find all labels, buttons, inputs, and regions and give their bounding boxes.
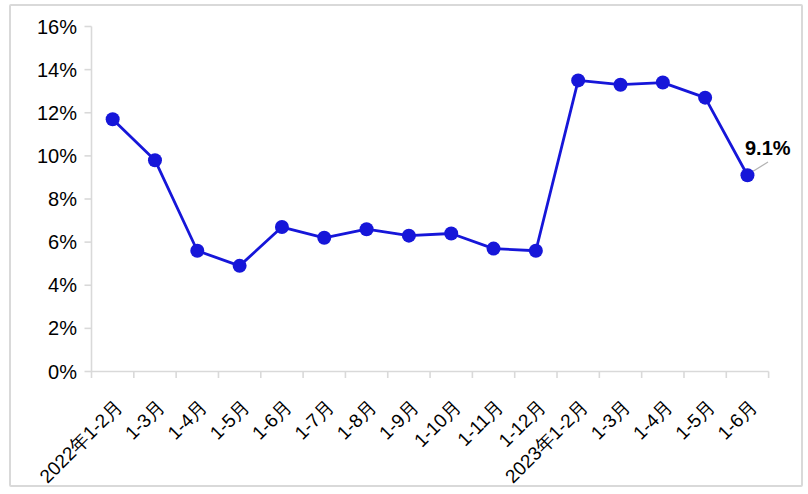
data-point-marker <box>317 231 331 245</box>
y-tick-label: 12% <box>37 102 77 124</box>
x-tick-label: 2022年1-2月 <box>35 396 126 487</box>
x-tick-label: 1-4月 <box>629 396 677 444</box>
x-tick-label: 1-5月 <box>671 396 719 444</box>
x-tick-label: 1-6月 <box>248 396 296 444</box>
data-point-marker <box>487 242 501 256</box>
x-tick-label: 1-8月 <box>333 396 381 444</box>
x-tick-label: 1-10月 <box>410 396 465 451</box>
y-tick-label: 6% <box>48 231 77 253</box>
data-point-marker <box>190 244 204 258</box>
data-point-marker <box>360 222 374 236</box>
x-tick-label: 1-3月 <box>587 396 635 444</box>
data-point-marker <box>275 220 289 234</box>
data-point-marker <box>656 76 670 90</box>
last-point-data-label: 9.1% <box>745 137 791 159</box>
line-chart: 0%2%4%6%8%10%12%14%16%2022年1-2月1-3月1-4月1… <box>0 0 808 494</box>
x-tick-label: 1-7月 <box>290 396 338 444</box>
data-point-marker <box>571 73 585 87</box>
y-tick-label: 10% <box>37 145 77 167</box>
data-point-marker <box>106 112 120 126</box>
data-point-marker <box>698 91 712 105</box>
y-tick-label: 0% <box>48 361 77 383</box>
annotation-leader-line <box>751 162 768 172</box>
x-tick-label: 1-3月 <box>121 396 169 444</box>
y-tick-label: 2% <box>48 317 77 339</box>
y-tick-label: 16% <box>37 16 77 38</box>
y-tick-label: 8% <box>48 188 77 210</box>
data-point-marker <box>740 168 754 182</box>
data-point-marker <box>148 153 162 167</box>
data-point-marker <box>402 229 416 243</box>
x-tick-label: 1-6月 <box>714 396 762 444</box>
x-tick-label: 1-4月 <box>163 396 211 444</box>
data-point-marker <box>233 259 247 273</box>
x-tick-label: 1-5月 <box>206 396 254 444</box>
y-tick-label: 4% <box>48 274 77 296</box>
series-line <box>113 80 748 265</box>
data-point-marker <box>614 78 628 92</box>
data-point-marker <box>529 244 543 258</box>
data-point-marker <box>444 227 458 241</box>
y-tick-label: 14% <box>37 59 77 81</box>
